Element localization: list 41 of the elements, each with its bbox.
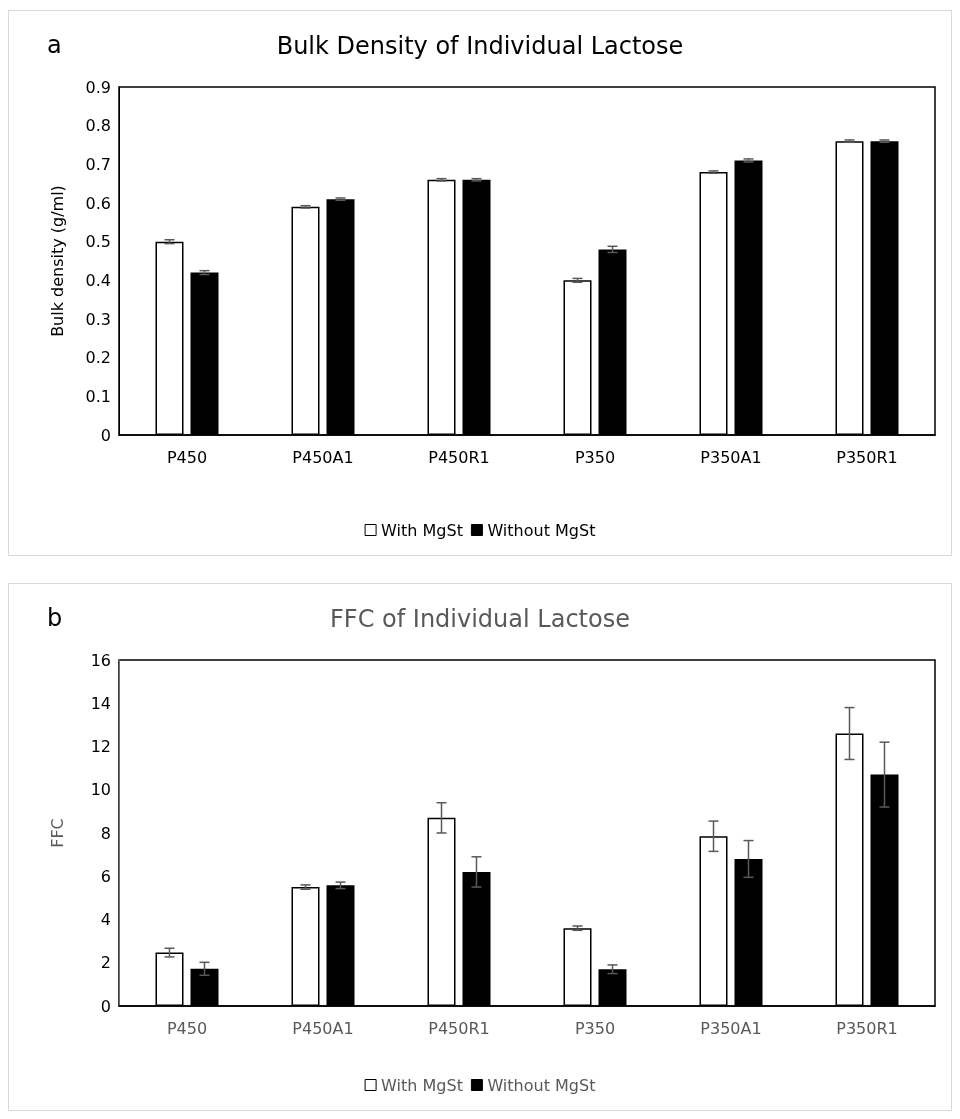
y-tick-label: 0 xyxy=(100,425,111,445)
legend-label: Without MgSt xyxy=(487,1075,596,1095)
x-tick-label: P350R1 xyxy=(836,447,898,467)
y-axis-title: FFC xyxy=(47,818,67,848)
y-tick-label: 0.9 xyxy=(85,77,111,97)
x-tick-label: P450 xyxy=(166,447,208,467)
chart-title: FFC of Individual Lactose xyxy=(330,605,630,633)
x-tick-label: P350 xyxy=(574,447,616,467)
y-tick-label: 0.4 xyxy=(85,270,111,290)
y-tick-label: 4 xyxy=(100,910,111,929)
x-tick-label: P350A1 xyxy=(700,1018,762,1038)
chart-title: Bulk Density of Individual Lactose xyxy=(276,32,684,60)
y-tick-label: 16 xyxy=(90,650,111,670)
y-tick-label: 6 xyxy=(100,866,111,886)
x-tick-label: P450A1 xyxy=(292,1018,354,1038)
x-tick-label: P450 xyxy=(166,1018,208,1038)
y-tick-label: 0.7 xyxy=(85,154,111,174)
x-tick-label: P350R1 xyxy=(836,1018,898,1038)
y-tick-label: 10 xyxy=(90,780,111,800)
y-tick-label: 0 xyxy=(100,996,111,1016)
y-tick-label: 0.3 xyxy=(85,309,111,329)
x-tick-label: P350A1 xyxy=(700,447,762,467)
y-tick-label: 0.1 xyxy=(85,386,111,406)
text: a xyxy=(47,31,62,59)
y-tick-label: 8 xyxy=(100,823,111,843)
text: b xyxy=(47,604,63,632)
legend-label: With MgSt xyxy=(381,520,463,540)
x-tick-label: P450R1 xyxy=(428,447,490,467)
y-tick-label: 2 xyxy=(100,953,111,973)
y-tick-label: 0.2 xyxy=(85,348,111,368)
x-tick-label: P350 xyxy=(574,1018,616,1038)
y-tick-label: 0.5 xyxy=(85,232,111,252)
y-tick-label: 14 xyxy=(90,693,111,713)
legend-label: With MgSt xyxy=(381,1075,463,1095)
legend-label: Without MgSt xyxy=(487,520,596,540)
x-tick-label: P450R1 xyxy=(428,1018,490,1038)
x-tick-label: P450A1 xyxy=(292,447,354,467)
y-axis-title: Bulk density (g/ml) xyxy=(47,185,67,337)
y-tick-label: 0.6 xyxy=(85,193,111,213)
y-tick-label: 0.8 xyxy=(85,116,111,136)
y-tick-label: 12 xyxy=(90,737,111,756)
